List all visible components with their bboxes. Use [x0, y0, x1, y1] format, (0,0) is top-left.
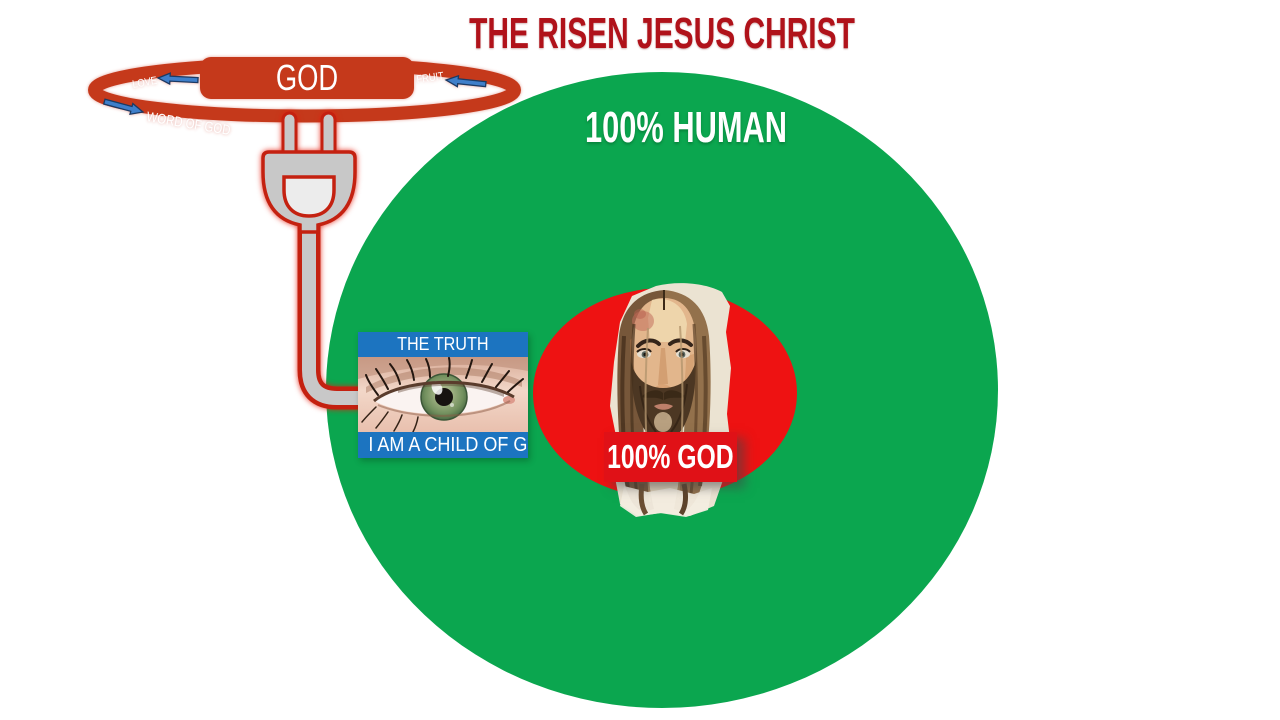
fruit-label: FRUIT [416, 71, 445, 87]
upper-lashes [365, 357, 524, 396]
truth-card-header: THE TRUTH [358, 332, 528, 357]
god-core-label-text: 100% GOD [607, 438, 734, 475]
truth-card-footer-text: I AM A CHILD OF GOD [368, 434, 528, 456]
god-core-label: 100% GOD [604, 432, 737, 482]
love-arrow-icon [156, 72, 199, 86]
god-hub-label: GOD [276, 57, 338, 98]
god-hub-box [200, 57, 414, 99]
love-label: LOVE [132, 75, 159, 91]
word-of-god-arrow-icon [102, 98, 145, 116]
truth-card: THE TRUTH [358, 332, 528, 458]
god-loop: GOD LOVE FRUIT WORD OF GOD [88, 57, 521, 138]
human-circle-label: 100% HUMAN [585, 103, 787, 152]
human-eye-photo [358, 357, 528, 432]
page-title: THE RISEN JESUS CHRIST [469, 9, 855, 58]
beard [631, 361, 696, 443]
left-brow [636, 338, 661, 348]
fruit-arrow-icon [444, 74, 487, 88]
truth-card-footer: I AM A CHILD OF GOD [358, 432, 528, 458]
truth-card-header-text: THE TRUTH [397, 334, 489, 354]
lower-lashes [361, 406, 419, 432]
power-plug-icon [261, 111, 364, 410]
